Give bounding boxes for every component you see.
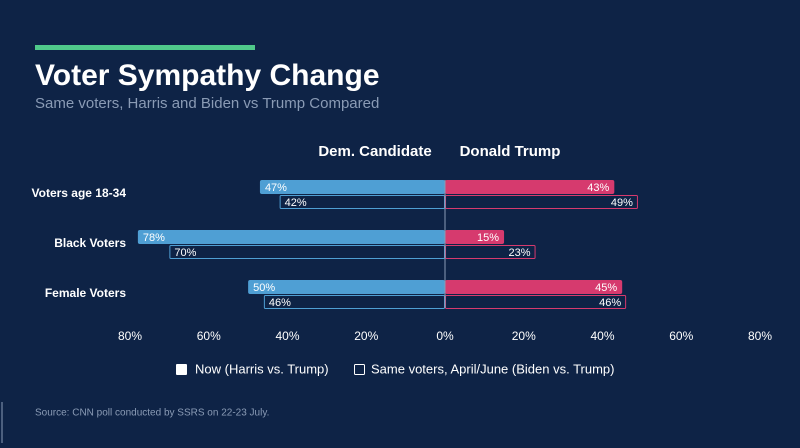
x-tick-label: 0% — [436, 329, 454, 343]
legend-swatch — [354, 364, 365, 375]
value-label: 47% — [265, 182, 287, 194]
value-label: 42% — [285, 197, 307, 209]
legend-label: Same voters, April/June (Biden vs. Trump… — [371, 361, 614, 376]
x-tick-label: 20% — [354, 329, 378, 343]
bar-now — [445, 230, 505, 244]
category-label: Black Voters — [54, 236, 126, 250]
bar-now — [259, 180, 445, 194]
chart-title: Voter Sympathy Change — [35, 59, 380, 92]
x-tick-label: 60% — [669, 329, 693, 343]
bar-previous — [169, 245, 445, 259]
value-label: 49% — [611, 197, 633, 209]
value-label: 43% — [587, 182, 609, 194]
legend-swatch — [176, 364, 187, 375]
x-tick-label: 60% — [197, 329, 221, 343]
series-header: Donald Trump — [460, 143, 561, 160]
category-label: Female Voters — [45, 286, 126, 300]
bar-previous — [445, 195, 638, 209]
series-header: Dem. Candidate — [318, 143, 431, 160]
x-tick-label: 40% — [590, 329, 614, 343]
bar-now — [248, 280, 445, 294]
value-label: 70% — [174, 247, 196, 259]
accent-bar — [35, 45, 255, 50]
category-label: Voters age 18-34 — [32, 186, 127, 200]
bar-now — [445, 280, 623, 294]
bar-now — [137, 230, 445, 244]
value-label: 46% — [599, 297, 621, 309]
bar-previous — [263, 295, 445, 309]
chart-subtitle: Same voters, Harris and Biden vs Trump C… — [35, 95, 379, 112]
x-tick-label: 20% — [512, 329, 536, 343]
value-label: 23% — [509, 247, 531, 259]
value-label: 50% — [253, 282, 275, 294]
x-tick-label: 40% — [275, 329, 299, 343]
x-tick-label: 80% — [118, 329, 142, 343]
value-label: 46% — [269, 297, 291, 309]
legend-label: Now (Harris vs. Trump) — [195, 361, 329, 376]
value-label: 15% — [477, 232, 499, 244]
value-label: 78% — [143, 232, 165, 244]
bar-now — [445, 180, 615, 194]
x-tick-label: 80% — [748, 329, 772, 343]
value-label: 45% — [595, 282, 617, 294]
source: Source: CNN poll conducted by SSRS on 22… — [35, 408, 269, 419]
